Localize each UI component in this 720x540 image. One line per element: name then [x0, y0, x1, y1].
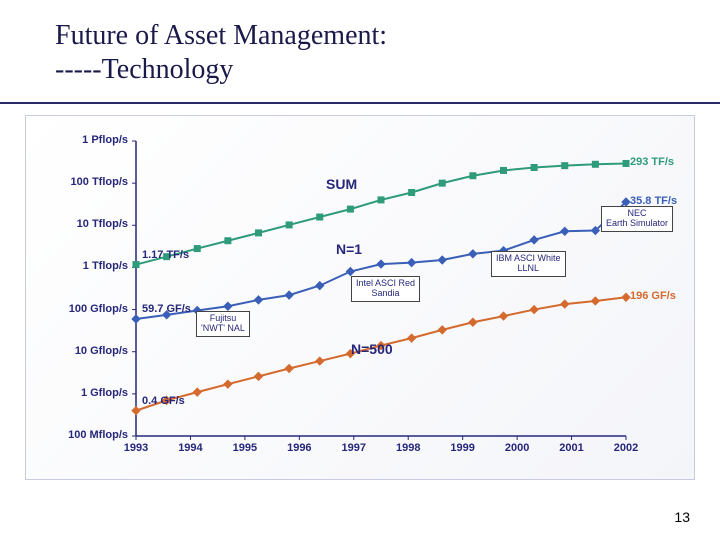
- y-axis-label: 10 Tflop/s: [48, 218, 128, 230]
- x-axis-label: 1997: [334, 442, 374, 454]
- series-start-label: 1.17 TF/s: [142, 249, 189, 261]
- slide: Future of Asset Management: -----Technol…: [0, 0, 720, 540]
- x-axis-label: 1999: [443, 442, 483, 454]
- x-axis-label: 2001: [552, 442, 592, 454]
- series-label: N=1: [336, 241, 362, 257]
- page-number: 13: [674, 509, 690, 525]
- series-end-label: 196 GF/s: [630, 290, 676, 302]
- x-axis-label: 2000: [497, 442, 537, 454]
- y-axis-label: 10 Gflop/s: [48, 345, 128, 357]
- x-axis-label: 1995: [225, 442, 265, 454]
- x-axis-label: 2002: [606, 442, 646, 454]
- annotation-box: NECEarth Simulator: [601, 206, 673, 232]
- x-axis-label: 1996: [279, 442, 319, 454]
- series-start-label: 0.4 GF/s: [142, 395, 185, 407]
- title-line2: -----Technology: [55, 54, 675, 86]
- y-axis-label: 100 Tflop/s: [48, 176, 128, 188]
- y-axis-label: 100 Mflop/s: [48, 429, 128, 441]
- y-axis-label: 1 Pflop/s: [48, 134, 128, 146]
- title-block: Future of Asset Management: -----Technol…: [55, 20, 675, 86]
- x-axis-label: 1994: [170, 442, 210, 454]
- y-axis-label: 1 Gflop/s: [48, 387, 128, 399]
- x-axis-label: 1993: [116, 442, 156, 454]
- chart-area: 100 Mflop/s 1 Gflop/s 10 Gflop/s 100 Gflop/…: [25, 115, 695, 480]
- series-end-label: 293 TF/s: [630, 156, 674, 168]
- annotation-box: Fujitsu'NWT' NAL: [196, 311, 250, 337]
- y-axis-label: 100 Gflop/s: [48, 303, 128, 315]
- series-label: N=500: [351, 341, 393, 357]
- x-axis-label: 1998: [388, 442, 428, 454]
- annotation-box: Intel ASCI RedSandia: [351, 276, 420, 302]
- title-underline: [0, 102, 720, 104]
- title-line1: Future of Asset Management:: [55, 20, 675, 52]
- series-label: SUM: [326, 176, 357, 192]
- series-start-label: 59.7 GF/s: [142, 303, 191, 315]
- y-axis-label: 1 Tflop/s: [48, 260, 128, 272]
- annotation-box: IBM ASCI WhiteLLNL: [491, 251, 566, 277]
